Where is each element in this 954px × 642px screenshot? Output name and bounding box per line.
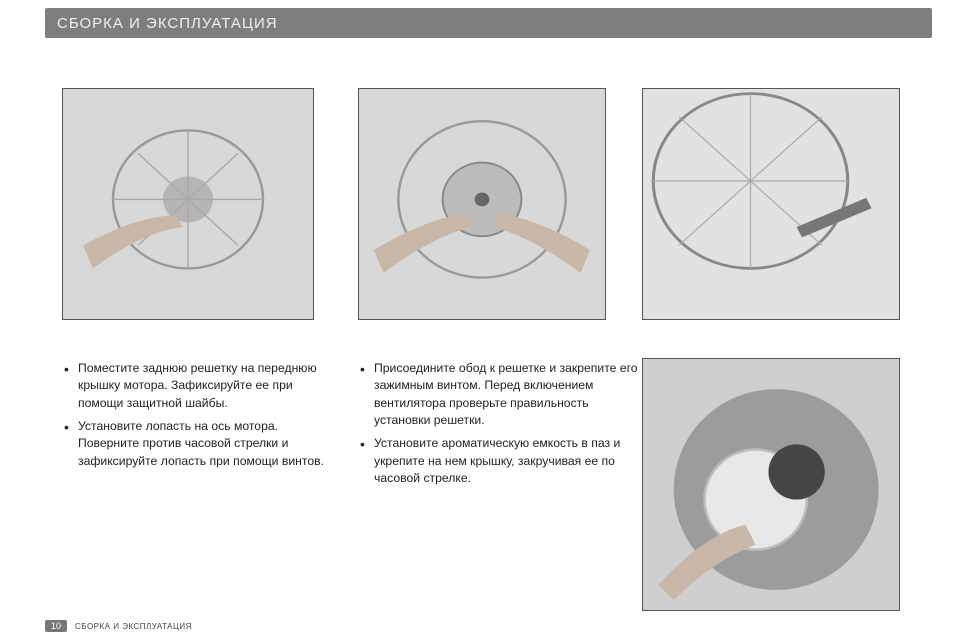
instructions-column-left: Поместите заднюю решетку на переднюю кры… — [62, 360, 338, 476]
instruction-item: Присоедините обод к решетке и закрепите … — [374, 360, 640, 429]
photo-placeholder-icon — [63, 89, 313, 319]
instruction-item: Поместите заднюю решетку на переднюю кры… — [78, 360, 338, 412]
instructions-column-right: Присоедините обод к решетке и закрепите … — [358, 360, 640, 493]
page-footer: 10 СБОРКА И ЭКСПЛУАТАЦИЯ — [45, 620, 192, 632]
assembly-photo-1 — [62, 88, 314, 320]
instruction-item: Установите лопасть на ось мотора. Поверн… — [78, 418, 338, 470]
photo-placeholder-icon — [643, 359, 899, 610]
section-title: СБОРКА И ЭКСПЛУАТАЦИЯ — [57, 15, 278, 32]
assembly-photo-3 — [642, 88, 900, 320]
section-header-bar: СБОРКА И ЭКСПЛУАТАЦИЯ — [45, 8, 932, 38]
footer-section-label: СБОРКА И ЭКСПЛУАТАЦИЯ — [75, 622, 192, 631]
photo-placeholder-icon — [359, 89, 605, 319]
assembly-photo-4 — [642, 358, 900, 611]
photo-placeholder-icon — [643, 89, 899, 319]
page-number-badge: 10 — [45, 620, 67, 632]
assembly-photo-2 — [358, 88, 606, 320]
instruction-item: Установите ароматическую емкость в паз и… — [374, 435, 640, 487]
manual-page: СБОРКА И ЭКСПЛУАТАЦИЯ — [0, 0, 954, 642]
